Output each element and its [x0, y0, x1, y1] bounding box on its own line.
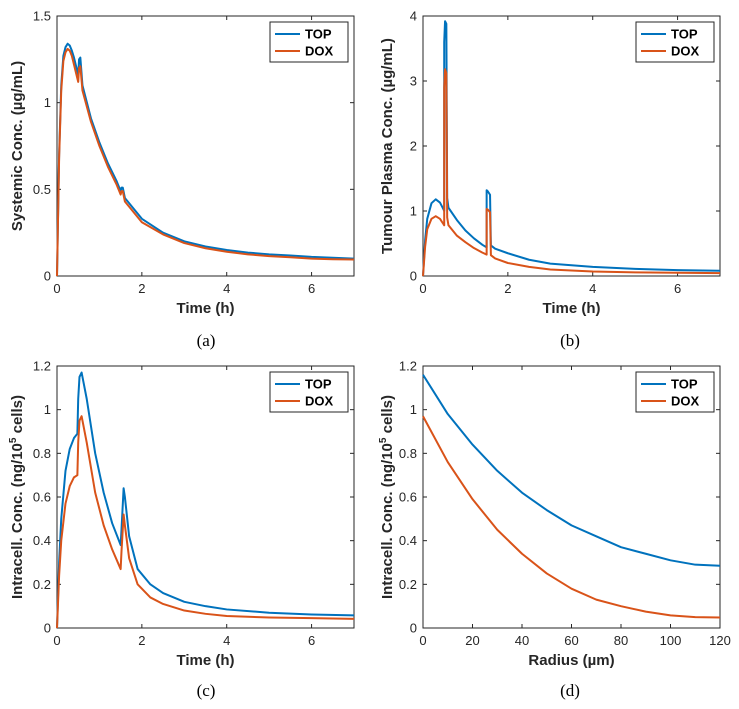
x-tick-label: 4 — [223, 633, 230, 648]
legend-box — [635, 21, 715, 63]
y-tick-label: 0.2 — [399, 577, 417, 592]
y-axis-title: Systemic Conc. (µg/mL) — [9, 61, 26, 231]
y-tick-label: 0 — [44, 621, 51, 636]
legend: TOP DOX — [635, 371, 715, 413]
chart-panel-4: 0 20 40 60 80 100 120 0 0.2 0.4 0.6 0.8 1 1.2 TOP DOX Ra… — [378, 359, 731, 701]
legend-label-top: TOP — [671, 27, 698, 42]
y-axis-title: Intracell. Conc. (ng/105 cells) — [8, 395, 26, 599]
panel-caption: (d) — [560, 681, 580, 700]
x-tick-label: 2 — [138, 633, 145, 648]
x-tick-label: 100 — [660, 633, 682, 648]
y-tick-label: 2 — [410, 139, 417, 154]
legend: TOP DOX — [635, 21, 715, 63]
legend-label-dox: DOX — [671, 394, 700, 409]
y-tick-label: 1.5 — [33, 9, 51, 24]
legend: TOP DOX — [269, 371, 349, 413]
y-tick-label: 0.8 — [399, 446, 417, 461]
legend-label-dox: DOX — [305, 44, 334, 59]
y-tick-label: 0 — [44, 269, 51, 284]
y-tick-label: 1 — [410, 204, 417, 219]
x-tick-label: 60 — [564, 633, 578, 648]
y-tick-label: 0.5 — [33, 182, 51, 197]
x-tick-label: 2 — [504, 281, 511, 296]
series-line-dox — [56, 47, 355, 277]
x-tick-label: 0 — [419, 281, 426, 296]
legend-box — [269, 21, 349, 63]
y-tick-label: 0.6 — [399, 490, 417, 505]
x-tick-label: 20 — [465, 633, 479, 648]
series-line-top — [56, 371, 355, 629]
y-tick-label: 1.2 — [33, 359, 51, 374]
panel-caption: (c) — [197, 681, 216, 700]
y-tick-label: 1 — [44, 402, 51, 417]
x-axis-title: Time (h) — [542, 300, 600, 317]
series-line-top — [56, 42, 355, 277]
chart-panel-1: 0 2 4 6 0 0.5 1 1.5 TOP DOX Time (h) Systemic Conc.… — [9, 9, 355, 350]
series-line-dox — [422, 415, 721, 619]
x-tick-label: 0 — [53, 633, 60, 648]
chart-panel-3: 0 2 4 6 0 0.2 0.4 0.6 0.8 1 1.2 TOP DOX Time (h) Intra… — [8, 359, 355, 700]
x-axis-title: Time (h) — [176, 652, 234, 669]
x-tick-label: 4 — [589, 281, 596, 296]
x-tick-label: 40 — [515, 633, 529, 648]
x-tick-label: 120 — [709, 633, 731, 648]
y-tick-label: 3 — [410, 74, 417, 89]
y-tick-label: 0 — [410, 621, 417, 636]
x-tick-label: 80 — [614, 633, 628, 648]
x-tick-label: 6 — [308, 633, 315, 648]
legend-label-top: TOP — [305, 27, 332, 42]
y-tick-label: 1 — [410, 402, 417, 417]
y-tick-label: 0 — [410, 269, 417, 284]
x-tick-label: 6 — [308, 281, 315, 296]
series-line-dox — [56, 415, 355, 629]
y-tick-label: 1.2 — [399, 359, 417, 374]
x-axis-title: Time (h) — [176, 300, 234, 317]
x-tick-label: 0 — [53, 281, 60, 296]
y-tick-label: 0.4 — [33, 533, 51, 548]
y-tick-label: 0.2 — [33, 577, 51, 592]
x-tick-label: 2 — [138, 281, 145, 296]
y-axis-title: Tumour Plasma Conc. (µg/mL) — [379, 38, 396, 254]
legend-label-top: TOP — [671, 377, 698, 392]
x-tick-label: 6 — [674, 281, 681, 296]
y-tick-label: 4 — [410, 9, 417, 24]
x-tick-label: 4 — [223, 281, 230, 296]
panel-caption: (b) — [560, 331, 580, 350]
y-tick-label: 0.4 — [399, 533, 417, 548]
x-axis-title: Radius (µm) — [528, 652, 614, 669]
y-tick-label: 0.8 — [33, 446, 51, 461]
legend-box — [635, 371, 715, 413]
legend-label-dox: DOX — [305, 394, 334, 409]
series-line-dox — [422, 68, 721, 277]
y-tick-label: 0.6 — [33, 490, 51, 505]
x-tick-label: 0 — [419, 633, 426, 648]
legend: TOP DOX — [269, 21, 349, 63]
y-tick-label: 1 — [44, 95, 51, 110]
chart-panel-2: 0 2 4 6 0 1 2 3 4 TOP DOX Time (h) Tumour Plasma Con… — [379, 9, 721, 350]
legend-label-top: TOP — [305, 377, 332, 392]
series-line-top — [422, 374, 721, 567]
legend-box — [269, 371, 349, 413]
y-axis-title: Intracell. Conc. (ng/105 cells) — [378, 395, 396, 599]
panel-caption: (a) — [197, 331, 216, 350]
series-line-top — [422, 20, 721, 277]
legend-label-dox: DOX — [671, 44, 700, 59]
